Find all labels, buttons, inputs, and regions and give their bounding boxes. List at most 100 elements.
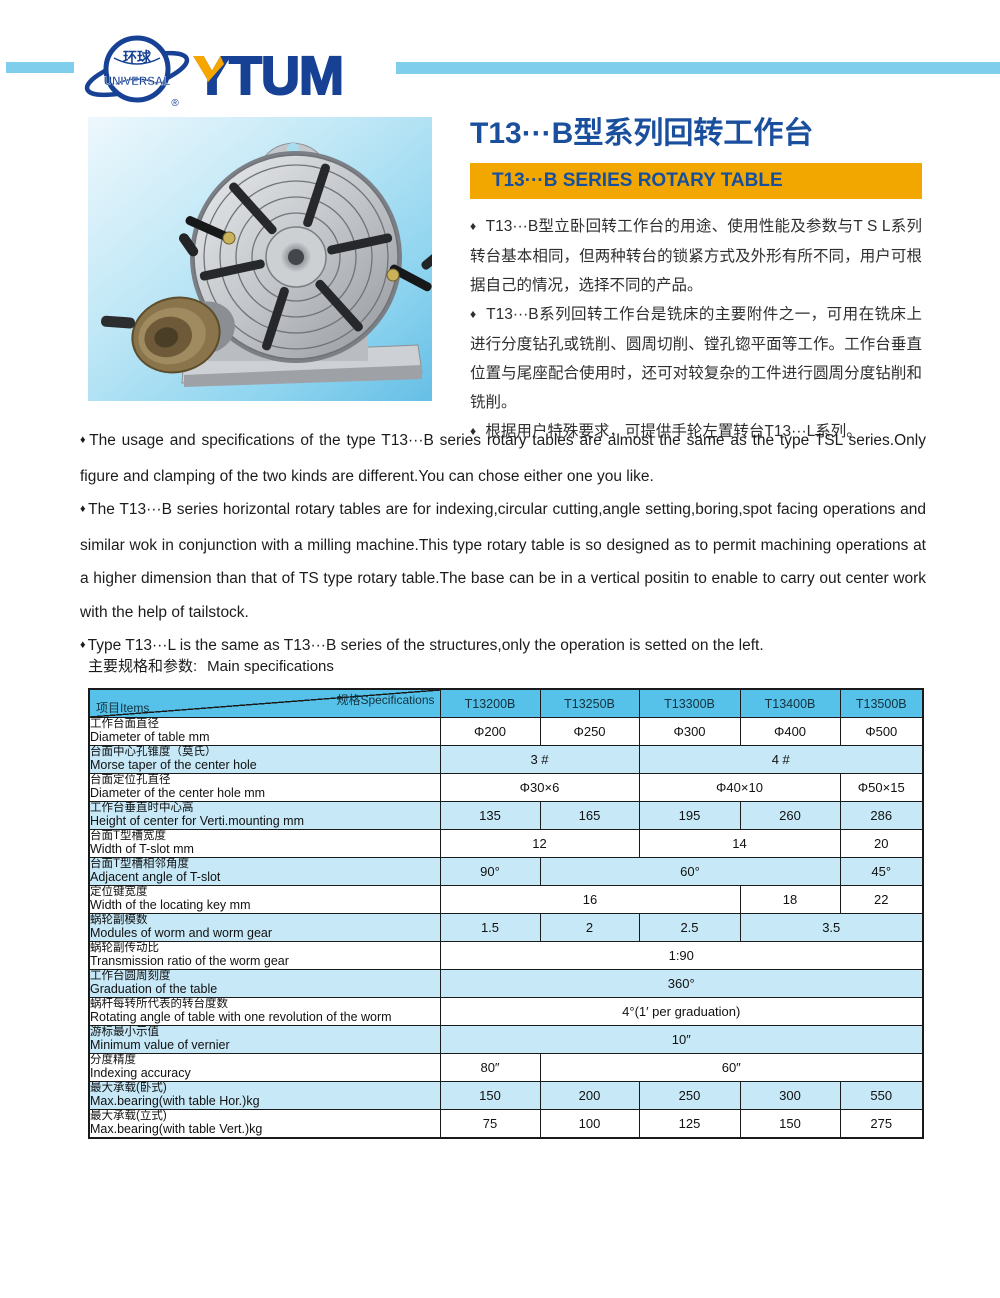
spec-row: 蜗轮副模数 Modules of worm and worm gear 1.5 2 2.… — [88, 913, 924, 942]
diamond-bullet: ♦ — [470, 424, 477, 438]
spec-value: Φ40×10 — [638, 773, 841, 802]
svg-text:YTUM: YTUM — [194, 46, 343, 106]
spec-row: 台面定位孔直径 Diameter of the center hole mm Φ30… — [88, 773, 924, 802]
spec-value: 360° — [439, 969, 924, 998]
spec-item-label: 工作台垂直时中心高 Height of center for Verti.moun… — [88, 801, 441, 830]
cn-paragraph: ♦ T13···B型立卧回转工作台的用途、使用性能及参数与T S L系列转台基本… — [470, 218, 922, 294]
spec-item-label: 台面T型槽相邻角度 Adjacent angle of T-slot — [88, 857, 441, 886]
spec-value: 275 — [839, 1109, 924, 1138]
spec-header-row: 规格Specifications 项目Items T13200B T13250B T… — [88, 688, 924, 718]
specifications-table: 规格Specifications 项目Items T13200B T13250B T… — [88, 688, 924, 1139]
spec-item-label: 台面中心孔锥度（莫氏） Morse taper of the center hol… — [88, 745, 441, 774]
handwheel — [101, 296, 235, 374]
spec-row: 台面T型槽宽度 Width of T-slot mm 12 14 20 — [88, 829, 924, 858]
cn-bullet-list: ♦ T13···B型立卧回转工作台的用途、使用性能及参数与T S L系列转台基本… — [470, 212, 922, 447]
en-paragraph: ♦ The usage and specifications of the typ… — [80, 432, 926, 485]
spec-row: 工作台垂直时中心高 Height of center for Verti.moun… — [88, 801, 924, 830]
spec-value: 100 — [539, 1109, 640, 1138]
diamond-bullet: ♦ — [470, 307, 477, 321]
spec-value: 260 — [739, 801, 841, 830]
spec-row: 最大承载(立式) Max.bearing(with table Vert.)kg 7… — [88, 1109, 924, 1138]
spec-value: 150 — [439, 1081, 541, 1110]
spec-value: 12 — [439, 829, 640, 858]
table-disc — [190, 151, 402, 363]
header-right-bar — [396, 62, 1000, 74]
spec-value: Φ50×15 — [839, 773, 924, 802]
spec-item-label: 最大承载(卧式) Max.bearing(with table Hor.)kg — [88, 1081, 441, 1110]
spec-row: 定位键宽度 Width of the locating key mm 16 18 22 — [88, 885, 924, 914]
spec-item-label: 定位键宽度 Width of the locating key mm — [88, 885, 441, 914]
spec-value: Φ300 — [638, 717, 741, 746]
spec-item-label: 台面T型槽宽度 Width of T-slot mm — [88, 829, 441, 858]
spec-value: 3.5 — [739, 913, 924, 942]
model-column-header: T13500B — [839, 688, 924, 718]
svg-text:®: ® — [171, 98, 179, 109]
spec-value: 135 — [439, 801, 541, 830]
spec-row: 游标最小示值 Minimum value of vernier 10″ — [88, 1025, 924, 1054]
spec-value: 286 — [839, 801, 924, 830]
spec-value: 18 — [739, 885, 841, 914]
spec-value: Φ30×6 — [439, 773, 640, 802]
spec-item-label: 蜗杆每转所代表的转台度数 Rotating angle of table with… — [88, 997, 441, 1026]
spec-value: 165 — [539, 801, 640, 830]
spec-item-label: 游标最小示值 Minimum value of vernier — [88, 1025, 441, 1054]
model-column-header: T13400B — [739, 688, 841, 718]
hero-section: T13···B型系列回转工作台 T13···B SERIES ROTARY TA… — [470, 114, 922, 447]
spec-row: 蜗杆每转所代表的转台度数 Rotating angle of table with… — [88, 997, 924, 1026]
spec-item-label: 最大承载(立式) Max.bearing(with table Vert.)kg — [88, 1109, 441, 1138]
spec-value: 1.5 — [439, 913, 541, 942]
spec-value: 16 — [439, 885, 741, 914]
spec-value: 200 — [539, 1081, 640, 1110]
spec-value: Φ250 — [539, 717, 640, 746]
spec-item-label: 蜗轮副模数 Modules of worm and worm gear — [88, 913, 441, 942]
spec-value: 300 — [739, 1081, 841, 1110]
spec-value: 90° — [439, 857, 541, 886]
spec-item-label: 分度精度 Indexing accuracy — [88, 1053, 441, 1082]
model-column-header: T13250B — [539, 688, 640, 718]
spec-value: 10″ — [439, 1025, 924, 1054]
spec-value: 2.5 — [638, 913, 741, 942]
svg-text:UNIVERSAL: UNIVERSAL — [104, 76, 170, 88]
diamond-bullet: ♦ — [470, 219, 477, 233]
spec-item-label: 工作台面直径 Diameter of table mm — [88, 717, 441, 746]
spec-value: Φ400 — [739, 717, 841, 746]
clamp-lever-right — [386, 251, 432, 292]
spec-item-label: 蜗轮副传动比 Transmission ratio of the worm gea… — [88, 941, 441, 970]
en-paragraph: ♦ The T13···B series horizontal rotary ta… — [80, 501, 926, 621]
product-photo — [88, 117, 432, 401]
diamond-bullet: ♦ — [80, 434, 88, 446]
specs-heading: 主要规格和参数: Main specifications — [88, 655, 334, 676]
model-column-header: T13300B — [638, 688, 741, 718]
specs-heading-en: Main specifications — [207, 658, 334, 675]
spec-value: 550 — [839, 1081, 924, 1110]
en-paragraph: ♦ Type T13···L is the same as T13···B ser… — [80, 637, 764, 654]
specs-heading-zh: 主要规格和参数: — [88, 658, 198, 675]
spec-row: 工作台面直径 Diameter of table mm Φ200 Φ250 Φ300 Φ4… — [88, 717, 924, 746]
spec-table-body: 工作台面直径 Diameter of table mm Φ200 Φ250 Φ300 Φ4… — [88, 717, 924, 1138]
series-banner: T13···B SERIES ROTARY TABLE — [470, 163, 922, 199]
spec-item-label: 台面定位孔直径 Diameter of the center hole mm — [88, 773, 441, 802]
svg-text:环球: 环球 — [123, 49, 152, 65]
spec-value: 1:90 — [439, 941, 924, 970]
spec-row: 蜗轮副传动比 Transmission ratio of the worm gea… — [88, 941, 924, 970]
header-left-bar — [6, 62, 74, 73]
spec-value: 4°(1′ per graduation) — [439, 997, 924, 1026]
corner-items-label: 项目Items — [96, 701, 150, 715]
spec-value: 2 — [539, 913, 640, 942]
diamond-bullet: ♦ — [80, 639, 86, 651]
cn-paragraph: ♦ T13···B系列回转工作台是铣床的主要附件之一，可用在铣床上进行分度钻孔或… — [470, 306, 923, 411]
spec-item-label: 工作台圆周刻度 Graduation of the table — [88, 969, 441, 998]
en-intro-list: ♦ The usage and specifications of the typ… — [80, 424, 926, 665]
spec-value: 45° — [839, 857, 924, 886]
spec-corner-cell: 规格Specifications 项目Items — [88, 688, 441, 718]
spec-value: 3 # — [439, 745, 640, 774]
spec-value: 125 — [638, 1109, 741, 1138]
corner-specifications-label: 规格Specifications — [336, 693, 435, 707]
universal-globe-logo: 环球 UNIVERSAL ® — [84, 35, 190, 109]
spec-row: 分度精度 Indexing accuracy 80″ 60″ — [88, 1053, 924, 1082]
diamond-bullet: ♦ — [80, 503, 87, 515]
clamp-lever-left — [178, 216, 236, 257]
spec-row: 台面T型槽相邻角度 Adjacent angle of T-slot 90° 60° 4… — [88, 857, 924, 886]
spec-value: 60° — [539, 857, 841, 886]
